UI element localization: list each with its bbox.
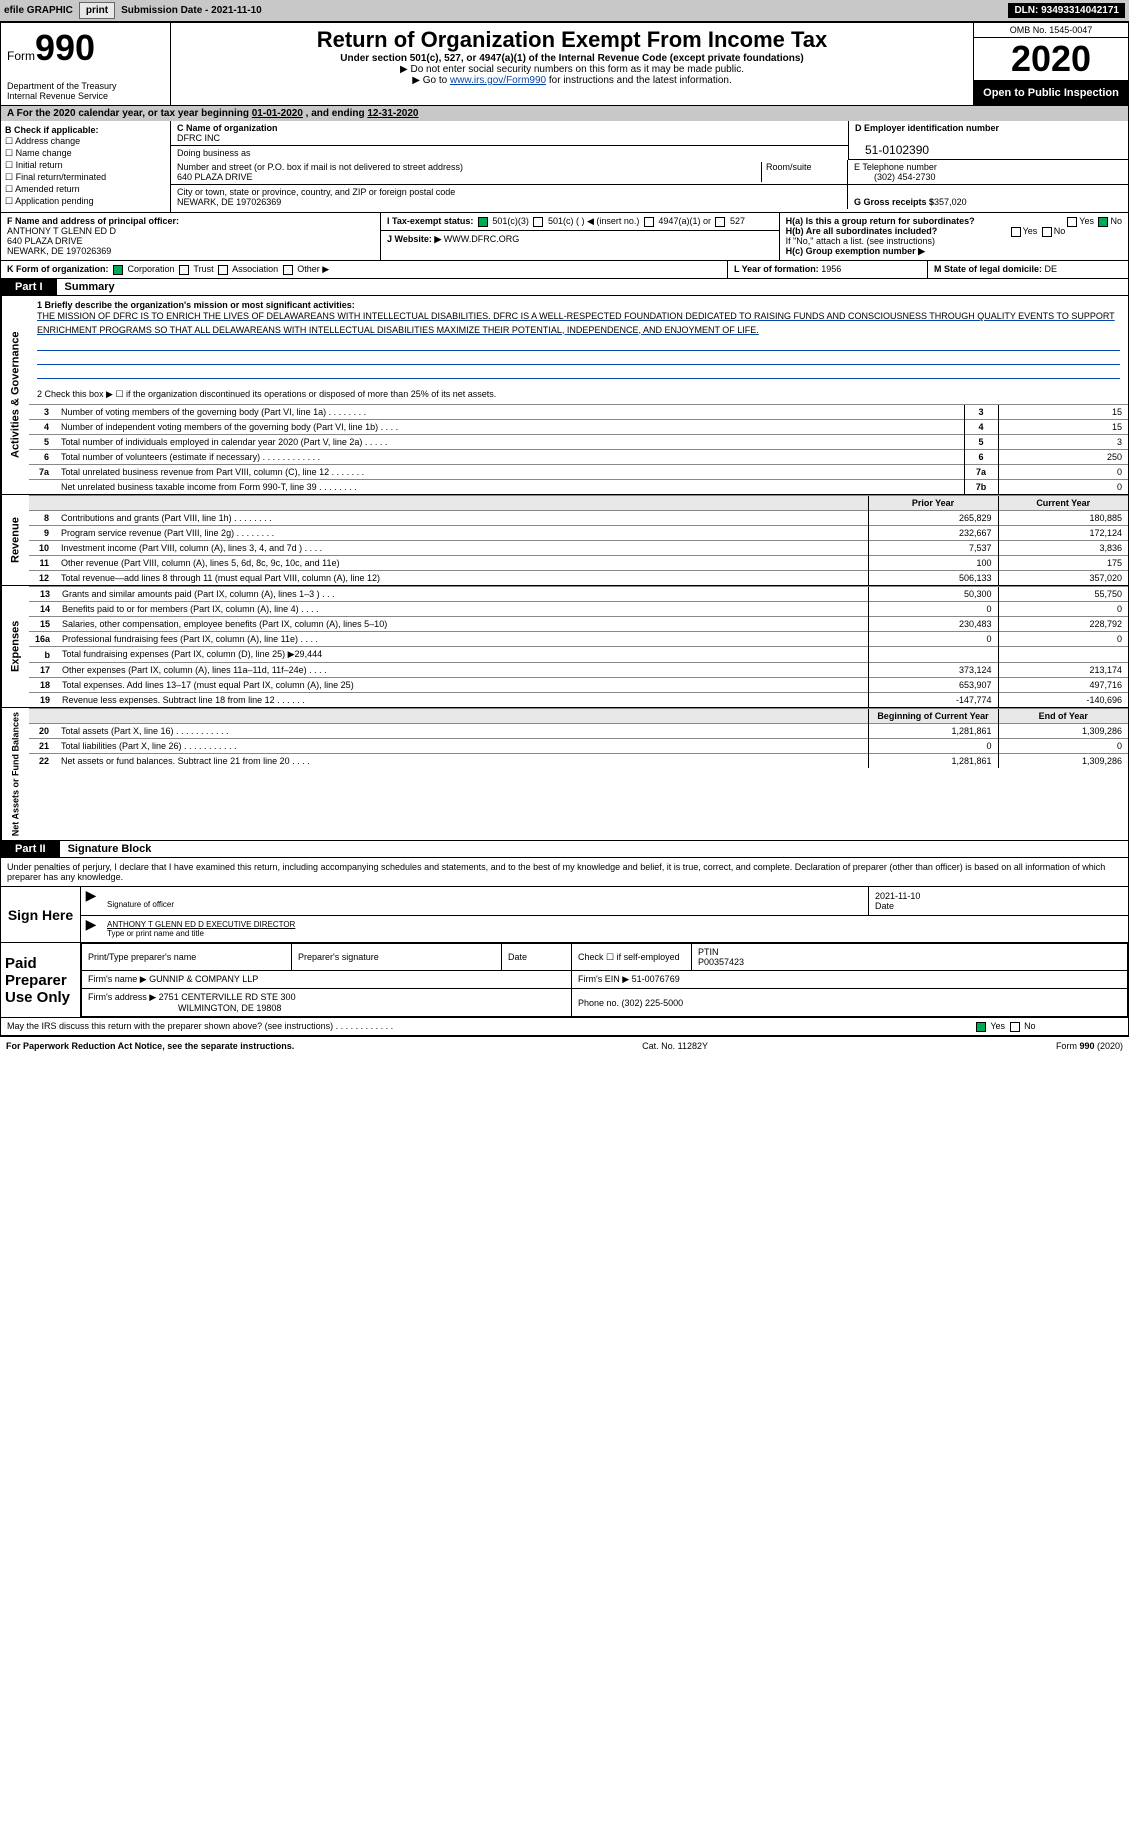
- officer-name-field: ANTHONY T GLENN ED D EXECUTIVE DIRECTOR …: [101, 916, 1128, 942]
- chk-address[interactable]: ☐ Address change: [5, 136, 166, 147]
- info-block: B Check if applicable: ☐ Address change …: [0, 121, 1129, 213]
- governance-block: Activities & Governance 1 Briefly descri…: [0, 296, 1129, 495]
- klm-row: K Form of organization: Corporation Trus…: [0, 261, 1129, 279]
- form-ref: Form 990 (2020): [1056, 1041, 1123, 1051]
- section-c-name: C Name of organization DFRC INC: [171, 121, 848, 146]
- table-row: 10Investment income (Part VIII, column (…: [29, 541, 1128, 556]
- chk-4947[interactable]: [644, 217, 654, 227]
- pra-notice: For Paperwork Reduction Act Notice, see …: [6, 1041, 294, 1051]
- netassets-block: Net Assets or Fund Balances Beginning of…: [0, 708, 1129, 841]
- discuss-row: May the IRS discuss this return with the…: [0, 1018, 1129, 1036]
- table-row: 16aProfessional fundraising fees (Part I…: [29, 632, 1128, 647]
- form-number: Form990: [7, 27, 164, 69]
- form-note2: ▶ Go to www.irs.gov/Form990 for instruct…: [177, 75, 967, 86]
- chk-amended[interactable]: ☐ Amended return: [5, 184, 166, 195]
- revenue-table: Prior YearCurrent Year 8Contributions an…: [29, 495, 1128, 585]
- arrow-icon: ▶: [81, 887, 101, 915]
- section-i: I Tax-exempt status: 501(c)(3) 501(c) ( …: [381, 213, 779, 230]
- chk-corp[interactable]: [113, 265, 123, 275]
- section-b: B Check if applicable: ☐ Address change …: [1, 121, 171, 212]
- chk-other[interactable]: [283, 265, 293, 275]
- table-row: 17Other expenses (Part IX, column (A), l…: [29, 663, 1128, 678]
- chk-501c[interactable]: [533, 217, 543, 227]
- print-button[interactable]: print: [79, 2, 115, 19]
- omb-number: OMB No. 1545-0047: [974, 23, 1128, 38]
- table-row: 9Program service revenue (Part VIII, lin…: [29, 526, 1128, 541]
- period-row: A For the 2020 calendar year, or tax yea…: [0, 106, 1129, 121]
- part1-header: Part I Summary: [0, 279, 1129, 296]
- dln-badge: DLN: 93493314042171: [1008, 3, 1125, 18]
- netassets-tab: Net Assets or Fund Balances: [1, 708, 29, 840]
- submission-label: Submission Date - 2021-11-10: [121, 5, 262, 16]
- table-row: 19Revenue less expenses. Subtract line 1…: [29, 693, 1128, 708]
- table-row: 8Contributions and grants (Part VIII, li…: [29, 511, 1128, 526]
- section-f: F Name and address of principal officer:…: [1, 213, 381, 260]
- part2-header: Part II Signature Block: [0, 841, 1129, 858]
- section-e: E Telephone number (302) 454-2730: [848, 160, 1128, 184]
- table-row: bTotal fundraising expenses (Part IX, co…: [29, 647, 1128, 663]
- section-k: K Form of organization: Corporation Trus…: [1, 261, 728, 278]
- open-inspection: Open to Public Inspection: [974, 81, 1128, 105]
- sig-date-field: 2021-11-10Date: [868, 887, 1128, 915]
- form-title: Return of Organization Exempt From Incom…: [177, 27, 967, 53]
- footer: For Paperwork Reduction Act Notice, see …: [0, 1036, 1129, 1055]
- table-row: 15Salaries, other compensation, employee…: [29, 617, 1128, 632]
- line2: 2 Check this box ▶ ☐ if the organization…: [29, 385, 1128, 404]
- form-subtitle: Under section 501(c), 527, or 4947(a)(1)…: [177, 53, 967, 64]
- preparer-table: Print/Type preparer's name Preparer's si…: [81, 943, 1128, 1017]
- section-c-dba: Doing business as: [171, 146, 848, 160]
- chk-app[interactable]: ☐ Application pending: [5, 196, 166, 207]
- section-j: J Website: ▶ WWW.DFRC.ORG: [381, 231, 779, 248]
- table-row: 22Net assets or fund balances. Subtract …: [29, 754, 1128, 769]
- chk-assoc[interactable]: [218, 265, 228, 275]
- topbar: efile GRAPHIC print Submission Date - 20…: [0, 0, 1129, 22]
- section-h: H(a) Is this a group return for subordin…: [779, 213, 1128, 260]
- revenue-tab: Revenue: [1, 495, 29, 585]
- cat-no: Cat. No. 11282Y: [642, 1041, 708, 1051]
- chk-501c3[interactable]: [478, 217, 488, 227]
- table-row: 14Benefits paid to or for members (Part …: [29, 602, 1128, 617]
- sign-here-label: Sign Here: [1, 887, 81, 942]
- efile-label: efile GRAPHIC: [4, 5, 73, 16]
- section-g: G Gross receipts $ 357,020: [848, 185, 1128, 209]
- table-row: 21Total liabilities (Part X, line 26) . …: [29, 739, 1128, 754]
- discuss-no[interactable]: [1010, 1022, 1020, 1032]
- section-c-street: Number and street (or P.O. box if mail i…: [171, 160, 848, 184]
- chk-527[interactable]: [715, 217, 725, 227]
- dept-label: Department of the Treasury Internal Reve…: [7, 81, 164, 101]
- revenue-block: Revenue Prior YearCurrent Year 8Contribu…: [0, 495, 1129, 586]
- form-note1: ▶ Do not enter social security numbers o…: [177, 64, 967, 75]
- form-header: Form990 Department of the Treasury Inter…: [0, 22, 1129, 106]
- chk-trust[interactable]: [179, 265, 189, 275]
- table-row: 13Grants and similar amounts paid (Part …: [29, 587, 1128, 602]
- expenses-tab: Expenses: [1, 586, 29, 707]
- section-c-city: City or town, state or province, country…: [171, 185, 848, 209]
- chk-initial[interactable]: ☐ Initial return: [5, 160, 166, 171]
- netassets-table: Beginning of Current YearEnd of Year 20T…: [29, 708, 1128, 768]
- section-l: L Year of formation: 1956: [728, 261, 928, 278]
- sig-officer-field[interactable]: Signature of officer: [101, 887, 868, 915]
- table-row: 11Other revenue (Part VIII, column (A), …: [29, 556, 1128, 571]
- table-row: 18Total expenses. Add lines 13–17 (must …: [29, 678, 1128, 693]
- table-row: 12Total revenue—add lines 8 through 11 (…: [29, 571, 1128, 586]
- section-d: D Employer identification number 51-0102…: [848, 121, 1128, 160]
- section-m: M State of legal domicile: DE: [928, 261, 1128, 278]
- expenses-block: Expenses 13Grants and similar amounts pa…: [0, 586, 1129, 708]
- table-row: 20Total assets (Part X, line 16) . . . .…: [29, 724, 1128, 739]
- discuss-yes[interactable]: [976, 1022, 986, 1032]
- governance-tab: Activities & Governance: [1, 296, 29, 494]
- irs-link[interactable]: www.irs.gov/Form990: [450, 75, 546, 86]
- mission: 1 Briefly describe the organization's mi…: [29, 296, 1128, 385]
- paid-preparer-label: Paid Preparer Use Only: [1, 943, 81, 1017]
- chk-final[interactable]: ☐ Final return/terminated: [5, 172, 166, 183]
- tax-year: 2020: [974, 38, 1128, 81]
- paid-preparer-block: Paid Preparer Use Only Print/Type prepar…: [0, 943, 1129, 1018]
- governance-table: 3Number of voting members of the governi…: [29, 404, 1128, 494]
- arrow-icon: ▶: [81, 916, 101, 942]
- fh-row: F Name and address of principal officer:…: [0, 213, 1129, 261]
- chk-name[interactable]: ☐ Name change: [5, 148, 166, 159]
- expenses-table: 13Grants and similar amounts paid (Part …: [29, 586, 1128, 707]
- sign-here-block: Sign Here ▶ Signature of officer 2021-11…: [0, 887, 1129, 943]
- sig-intro: Under penalties of perjury, I declare th…: [0, 858, 1129, 887]
